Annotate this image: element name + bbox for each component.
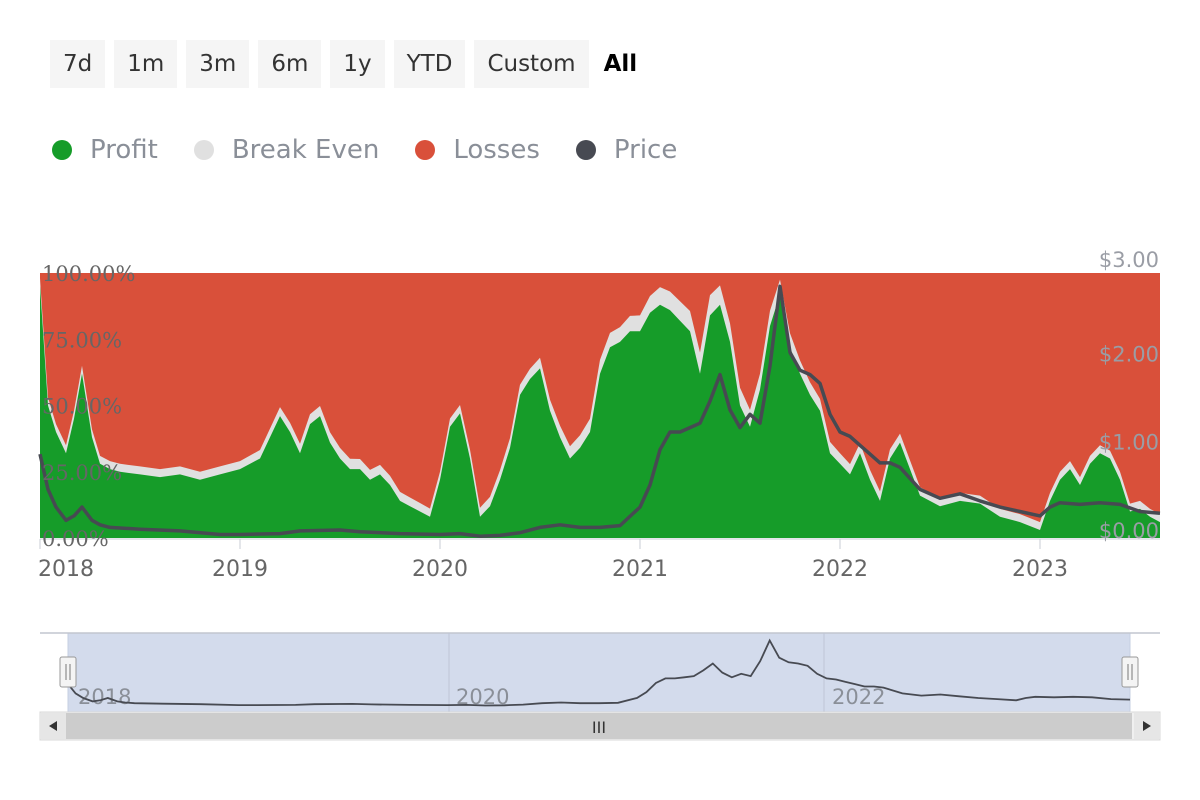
- y-left-tick-label: 0.00%: [42, 527, 109, 551]
- legend-label-profit: Profit: [90, 135, 158, 165]
- range-1y-button[interactable]: 1y: [330, 40, 385, 88]
- legend-dot-break-even: [193, 140, 214, 160]
- scrollbar-grip-icon: III: [592, 718, 606, 737]
- x-tick-label: 2022: [812, 557, 868, 582]
- navigator-price-line: [67, 638, 1131, 707]
- legend-item-losses[interactable]: Losses: [415, 135, 540, 165]
- x-tick-label: 2023: [1012, 557, 1068, 582]
- range-1m-button[interactable]: 1m: [114, 40, 178, 88]
- legend-item-profit[interactable]: Profit: [52, 135, 158, 165]
- y-left-tick-label: 50.00%: [42, 395, 122, 419]
- legend-label-break-even: Break Even: [231, 135, 380, 165]
- legend-dot-profit: [52, 140, 72, 160]
- range-custom-button[interactable]: Custom: [474, 40, 589, 88]
- range-6m-button[interactable]: 6m: [258, 40, 322, 88]
- legend-label-price: Price: [613, 135, 678, 165]
- range-all-button[interactable]: All: [603, 51, 638, 77]
- range-7d-button[interactable]: 7d: [50, 40, 106, 88]
- y-right-tick-label: $0.00: [1099, 519, 1159, 543]
- x-tick-label: 2020: [412, 557, 468, 582]
- handle-body: [59, 656, 77, 688]
- range-ytd-button[interactable]: YTD: [393, 40, 466, 88]
- series-price-line: [38, 284, 1161, 538]
- y-right-tick-label: $3.00: [1099, 248, 1159, 272]
- handle-body: [1121, 656, 1139, 688]
- range-3m-button[interactable]: 3m: [186, 40, 250, 88]
- navigator-left-handle[interactable]: [59, 656, 77, 688]
- y-left-tick-label: 100.00%: [42, 262, 135, 286]
- chart-legend: Profit Break Even Losses Price: [52, 130, 677, 170]
- legend-dot-price: [575, 140, 596, 160]
- series-profit-area: [40, 286, 1160, 538]
- scroll-left-arrow-icon: [49, 721, 57, 731]
- legend-item-break-even[interactable]: Break Even: [193, 135, 380, 165]
- legend-item-price[interactable]: Price: [575, 135, 678, 165]
- navigator-selected-range[interactable]: [67, 632, 1131, 713]
- y-left-tick-label: 25.00%: [42, 461, 122, 485]
- legend-label-losses: Losses: [453, 135, 540, 165]
- x-tick-label: 2019: [212, 557, 268, 582]
- y-right-tick-label: $1.00: [1099, 431, 1159, 455]
- navigator-year-label: 2022: [832, 685, 885, 709]
- plot-area: [38, 273, 1161, 538]
- x-tick-label: 2018: [38, 557, 94, 582]
- axis-labels: 2018 2019 2020 2021 2022 2023 0.00% 25.00% 50.00…: [38, 248, 1160, 582]
- navigator-right-handle[interactable]: [1121, 656, 1139, 688]
- x-tick-label: 2021: [612, 557, 668, 582]
- y-left-tick-label: 75.00%: [42, 328, 122, 352]
- scrollbar-thumb[interactable]: [66, 713, 1132, 739]
- range-selector: 7d 1m 3m 6m 1y YTD Custom All: [50, 40, 643, 88]
- scroll-right-arrow-icon: [1143, 721, 1151, 731]
- navigator-year-label: 2018: [78, 685, 131, 709]
- legend-dot-losses: [415, 140, 436, 160]
- y-right-tick-label: $2.00: [1099, 342, 1159, 366]
